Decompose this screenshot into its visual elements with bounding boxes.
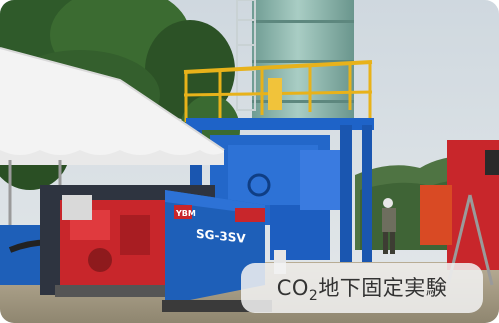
caption-subscript: 2 xyxy=(308,288,319,304)
caption: CO2地下固定実験 xyxy=(277,272,448,304)
handrail-platform xyxy=(183,60,373,122)
caption-prefix: CO xyxy=(276,276,309,300)
red-container xyxy=(420,140,499,286)
machine-brand: YBM xyxy=(175,209,196,218)
caption-box: CO2地下固定実験 xyxy=(241,263,483,313)
machine-model: SG-3SV xyxy=(196,227,246,246)
tent xyxy=(0,47,225,230)
left-blue-box xyxy=(0,225,45,285)
caption-suffix: 地下固定実験 xyxy=(318,276,448,300)
worker xyxy=(382,198,396,254)
